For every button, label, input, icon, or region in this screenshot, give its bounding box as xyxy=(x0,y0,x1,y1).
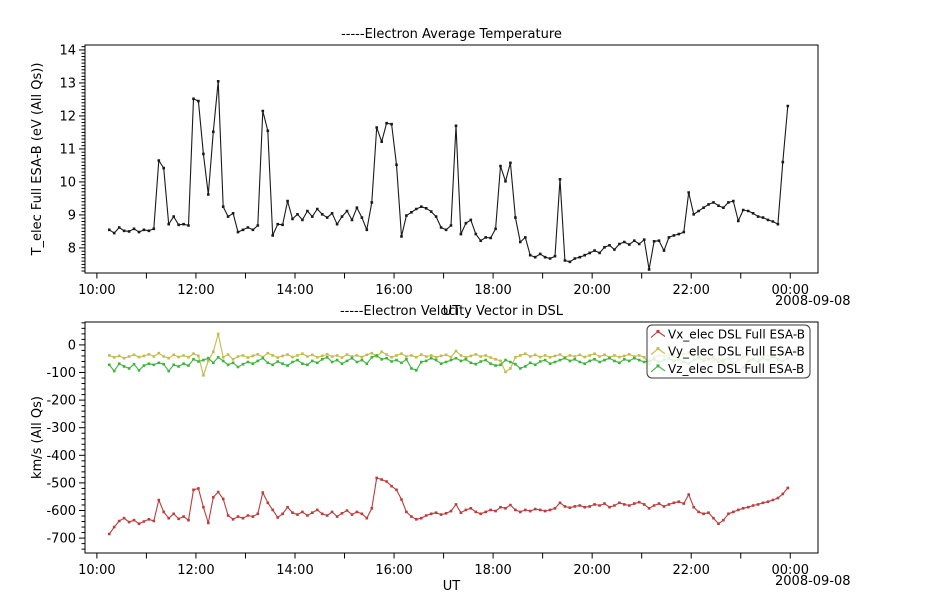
x-tick-label: 20:00 xyxy=(573,563,610,578)
y-tick-label: 11 xyxy=(59,142,76,157)
legend: Vx_elec DSL Full ESA-B Vy_elec DSL Full E… xyxy=(646,324,811,379)
legend-entry-label: Vy_elec DSL Full ESA-B xyxy=(668,345,805,359)
x-tick-label: 22:00 xyxy=(672,563,709,578)
legend-entry: Vy_elec DSL Full ESA-B xyxy=(650,345,805,359)
legend-sample-marker xyxy=(656,347,660,351)
y-tick-label: 13 xyxy=(59,76,76,91)
y-tick-label: 10 xyxy=(59,175,76,190)
x-tick-label: 16:00 xyxy=(375,283,412,298)
x-tick-label: 12:00 xyxy=(177,563,214,578)
y-axis-label: T_elec Full ESA-B (eV (All Qs)) xyxy=(30,63,45,257)
panel-title: -----Electron Velocity Vector in DSL xyxy=(340,304,564,319)
y-tick-label: 8 xyxy=(68,241,76,256)
y-tick-label: 0 xyxy=(68,338,76,353)
x-axis-ticks: 10:00 12:00 14:00 16:00 18:00 20:00 22:00 00:00 xyxy=(78,553,809,578)
x-tick-label: 16:00 xyxy=(375,563,412,578)
series-markers xyxy=(108,332,790,377)
legend-box xyxy=(646,324,811,379)
x-tick-label: 14:00 xyxy=(276,283,313,298)
y-tick-label: -200 xyxy=(46,394,76,409)
x-tick-label: 00:00 xyxy=(772,563,809,578)
legend-sample-marker xyxy=(656,330,660,333)
date-annotation: 2008-09-08 xyxy=(775,294,851,309)
panel-1: 10:00 12:00 14:00 16:00 18:00 20:00 22:00 00:00… xyxy=(30,27,851,319)
x-tick-label: 00:00 xyxy=(772,283,809,298)
series-markers xyxy=(108,354,790,373)
y-tick-label: -700 xyxy=(46,532,76,547)
legend-entry: Vz_elec DSL Full ESA-B xyxy=(650,362,804,376)
x-tick-label: 14:00 xyxy=(276,563,313,578)
y-tick-label: -400 xyxy=(46,449,76,464)
x-tick-label: 12:00 xyxy=(177,283,214,298)
y-axis-ticks: 8 9 10 11 12 13 14 xyxy=(59,43,85,272)
series-line xyxy=(108,477,789,535)
series-line xyxy=(108,80,789,270)
series-markers xyxy=(108,80,790,271)
panel-title: -----Electron Average Temperature xyxy=(341,27,562,42)
y-axis-ticks: 0 -100 -200 -300 -400 -500 -600 -700 xyxy=(46,322,85,550)
x-tick-label: 10:00 xyxy=(78,563,115,578)
legend-sample-marker xyxy=(656,364,660,368)
x-axis-label: UT xyxy=(443,579,461,594)
series-group xyxy=(108,80,790,271)
y-tick-label: -500 xyxy=(46,476,76,491)
axes-frame xyxy=(84,321,819,554)
x-axis-label: UT xyxy=(443,304,461,319)
y-tick-label: 12 xyxy=(59,109,76,124)
panel-2: 10:00 12:00 14:00 16:00 18:00 20:00 22:00 00:00… xyxy=(30,304,851,594)
series-markers xyxy=(108,476,790,536)
x-tick-label: 18:00 xyxy=(474,283,511,298)
y-axis-label: km/s (All Qs) xyxy=(30,396,45,479)
x-axis-ticks: 10:00 12:00 14:00 16:00 18:00 20:00 22:00 00:00 xyxy=(78,273,809,298)
y-tick-label: -300 xyxy=(46,421,76,436)
y-tick-label: 9 xyxy=(68,208,76,223)
x-tick-label: 10:00 xyxy=(78,283,115,298)
date-annotation: 2008-09-08 xyxy=(775,574,851,589)
x-tick-label: 22:00 xyxy=(672,283,709,298)
y-tick-label: -100 xyxy=(46,366,76,381)
x-tick-label: 18:00 xyxy=(474,563,511,578)
legend-entry: Vx_elec DSL Full ESA-B xyxy=(650,328,805,342)
y-tick-label: -600 xyxy=(46,504,76,519)
legend-entry-label: Vx_elec DSL Full ESA-B xyxy=(668,328,805,342)
axes-frame xyxy=(84,44,819,274)
x-tick-label: 20:00 xyxy=(573,283,610,298)
legend-entry-label: Vz_elec DSL Full ESA-B xyxy=(668,362,804,376)
y-tick-label: 14 xyxy=(59,43,76,58)
